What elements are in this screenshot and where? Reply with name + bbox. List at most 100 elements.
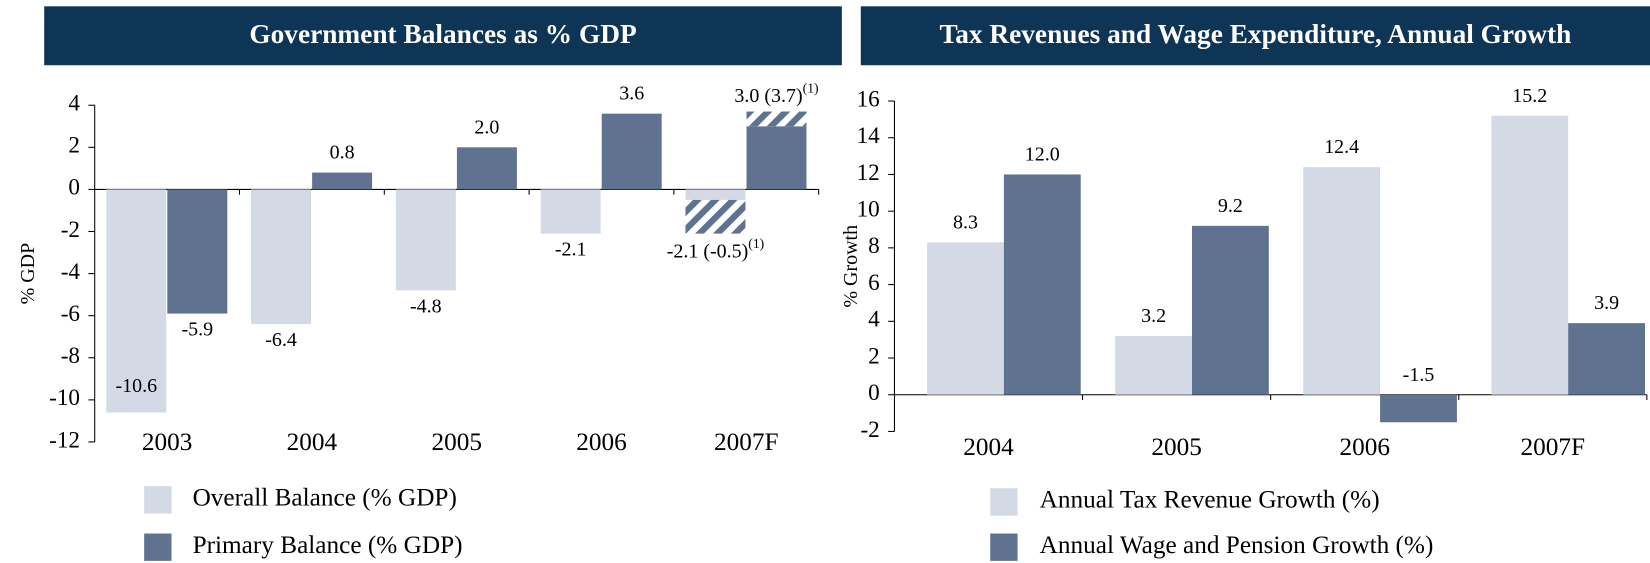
bar xyxy=(1003,174,1081,395)
data-label: 0.8 xyxy=(330,141,355,163)
legend-swatch xyxy=(990,488,1018,516)
value-label: 3.2 xyxy=(1141,305,1166,327)
value-label: 3.9 xyxy=(1594,292,1619,314)
data-label: -2.1 xyxy=(555,238,587,260)
value-label: -5.9 xyxy=(181,318,213,340)
y-axis-label: % Growth xyxy=(840,225,862,308)
y-tick-label: -4 xyxy=(61,259,81,285)
y-tick-label: -12 xyxy=(49,427,80,453)
data-label: 9.2 xyxy=(1218,194,1243,216)
header-bar xyxy=(860,6,1650,66)
value-label: 15.2 xyxy=(1512,84,1547,106)
value-label: 12.0 xyxy=(1025,143,1060,165)
y-tick-label: -6 xyxy=(61,301,80,327)
legend-label: Overall Balance (% GDP) xyxy=(193,484,457,512)
y-tick-label: 6 xyxy=(868,270,880,296)
bar xyxy=(601,113,662,190)
x-tick-label: 2005 xyxy=(431,428,482,456)
bar xyxy=(312,172,373,190)
alt-value-label: (3.7) xyxy=(764,84,802,106)
data-label: -5.9 xyxy=(181,318,213,340)
value-label: -2.1 xyxy=(555,238,587,260)
legend-label: Primary Balance (% GDP) xyxy=(193,531,463,559)
data-label: -1.5 xyxy=(1403,363,1435,385)
y-tick-label: 0 xyxy=(868,380,880,406)
value-label: -10.6 xyxy=(115,375,157,397)
bar xyxy=(1380,394,1457,423)
alt-value-label: (-0.5) xyxy=(703,240,748,262)
data-label: -4.8 xyxy=(410,295,442,317)
data-label: 12.0 xyxy=(1025,143,1060,165)
bar xyxy=(1115,335,1192,395)
y-tick-label: -8 xyxy=(61,343,80,369)
chart-title: Tax Revenues and Wage Expenditure, Annua… xyxy=(939,19,1571,49)
data-label: -10.6 xyxy=(115,375,157,397)
value-label: 3.6 xyxy=(619,82,644,104)
bar xyxy=(1191,225,1269,395)
y-tick-label: -2 xyxy=(61,217,80,243)
bar xyxy=(746,126,807,190)
value-label: 2.0 xyxy=(474,116,499,138)
bar xyxy=(395,189,456,291)
y-tick-label: -2 xyxy=(860,417,879,443)
data-label: 3.2 xyxy=(1141,305,1166,327)
value-label: -1.5 xyxy=(1403,363,1435,385)
data-label: 3.6 xyxy=(619,82,644,104)
x-tick-label: 2006 xyxy=(576,428,627,456)
x-tick-label: 2005 xyxy=(1151,433,1202,461)
note-marker: (1) xyxy=(748,236,764,252)
data-label: 3.0 (3.7)(1) xyxy=(734,81,818,107)
bar xyxy=(167,189,228,314)
y-tick-label: 4 xyxy=(68,91,80,117)
y-tick-label: 10 xyxy=(857,196,880,222)
data-label: -6.4 xyxy=(265,329,297,351)
legend-label: Annual Tax Revenue Growth (%) xyxy=(1040,486,1380,514)
y-tick-label: 0 xyxy=(68,175,80,201)
hatched-bar xyxy=(685,199,746,234)
bar xyxy=(540,189,601,234)
data-label: 15.2 xyxy=(1512,84,1547,106)
x-tick-label: 2004 xyxy=(287,428,338,456)
x-tick-label: 2007F xyxy=(1521,433,1586,461)
bar xyxy=(106,189,167,413)
value-label: -6.4 xyxy=(265,329,297,351)
legend-swatch xyxy=(144,486,172,514)
bar xyxy=(1303,167,1381,395)
y-tick-label: 12 xyxy=(857,160,880,186)
value-label: 3.0 xyxy=(734,84,759,106)
data-label: -2.1 (-0.5)(1) xyxy=(667,236,765,262)
bar xyxy=(927,242,1004,395)
y-tick-label: 8 xyxy=(868,233,880,259)
y-tick-label: -10 xyxy=(49,385,80,411)
legend-swatch xyxy=(990,533,1018,561)
value-label: 0.8 xyxy=(330,141,355,163)
value-label: -4.8 xyxy=(410,295,442,317)
charts: Government Balances as % GDP % GDP -12 -10 -… xyxy=(17,6,1650,561)
y-tick-label: 2 xyxy=(868,343,880,369)
hatched-bar xyxy=(746,111,807,127)
header-bar xyxy=(44,6,842,66)
data-label: 12.4 xyxy=(1324,136,1359,158)
y-tick-label: 2 xyxy=(68,133,80,159)
bar xyxy=(456,147,517,190)
y-tick-label: 16 xyxy=(857,86,880,112)
x-tick-label: 2006 xyxy=(1339,433,1390,461)
value-label: -2.1 xyxy=(667,240,699,262)
y-axis-label: % GDP xyxy=(17,243,39,305)
bar xyxy=(1568,323,1646,395)
x-tick-label: 2004 xyxy=(963,433,1014,461)
value-label: 12.4 xyxy=(1324,136,1359,158)
x-tick-label: 2007F xyxy=(714,428,779,456)
data-label: 3.9 xyxy=(1594,292,1619,314)
value-label: 8.3 xyxy=(953,211,978,233)
bar xyxy=(251,189,312,325)
legend-swatch xyxy=(144,533,172,561)
bar xyxy=(685,189,746,200)
data-label: 2.0 xyxy=(474,116,499,138)
value-label: 9.2 xyxy=(1218,194,1243,216)
y-tick-label: 14 xyxy=(857,123,881,149)
y-tick-label: 4 xyxy=(868,307,880,333)
chart-title: Government Balances as % GDP xyxy=(249,19,636,49)
data-label: 8.3 xyxy=(953,211,978,233)
